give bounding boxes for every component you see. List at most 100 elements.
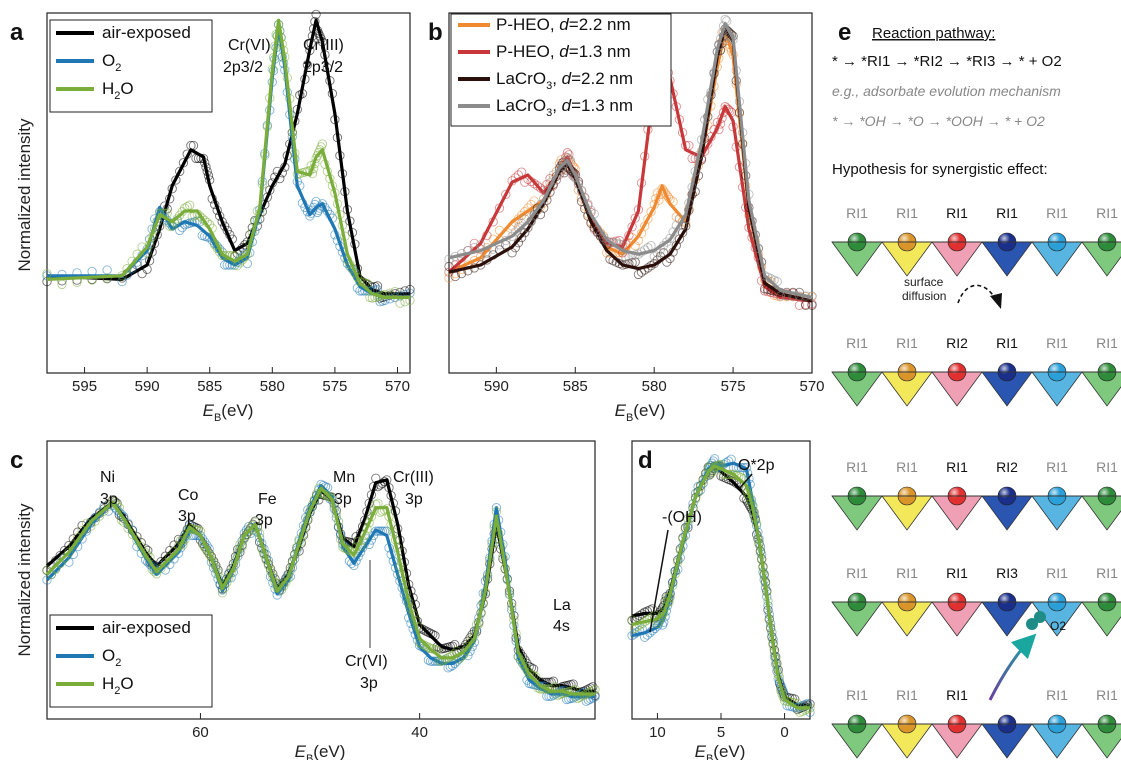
site-label: RI1 bbox=[1096, 459, 1118, 475]
annot-d-oh: -(OH) bbox=[662, 509, 702, 526]
x-tick-label: 5 bbox=[717, 724, 725, 741]
panel-b-xlabel: EB(eV) bbox=[615, 401, 666, 424]
panel-b-plot bbox=[444, 14, 817, 310]
site-label: RI1 bbox=[896, 459, 918, 475]
site-label: RI1 bbox=[1046, 459, 1068, 475]
site-label: RI1 bbox=[896, 687, 918, 703]
annot-c-co-orbital: 3p bbox=[178, 508, 196, 525]
site-label: RI1 bbox=[1046, 687, 1068, 703]
annot-c-la-orbital: 4s bbox=[553, 618, 570, 635]
o2-molecule: O2 bbox=[1026, 611, 1066, 633]
annot-c-criii: Cr(III) bbox=[393, 469, 434, 486]
annot-d-o2p: O*2p bbox=[738, 457, 775, 474]
panel-c-ylabel: Normalized intensity bbox=[15, 503, 34, 657]
site-label: RI1 bbox=[896, 205, 918, 221]
data-point bbox=[444, 254, 454, 264]
panel-a-ylabel: Normalized intensity bbox=[15, 118, 34, 272]
x-tick-label: 585 bbox=[563, 378, 588, 395]
x-tick-label: 580 bbox=[642, 378, 667, 395]
data-point bbox=[646, 240, 656, 251]
panel-a: 595 590 585 580 575 570 a Normalized intensit… bbox=[10, 9, 415, 424]
data-point bbox=[364, 518, 374, 528]
x-tick-label: 590 bbox=[484, 378, 509, 395]
annot-c-mn-orbital: 3p bbox=[334, 491, 352, 508]
legend-box bbox=[49, 614, 213, 708]
annot-c-la: La bbox=[553, 597, 571, 614]
surface-diffusion-arrow bbox=[957, 284, 997, 304]
panel-a-letter: a bbox=[10, 19, 24, 46]
legend-label: O2 bbox=[102, 646, 121, 669]
x-tick-label: 570 bbox=[799, 378, 824, 395]
panel-e-site-rows: RI1 RI1 RI1 RI1 RI1 RI1 RI1 RI1 RI2 RI1 RI1 RI1 RI1 R… bbox=[831, 205, 1121, 759]
panel-d-plot bbox=[627, 454, 815, 717]
site-label: RI2 bbox=[996, 459, 1018, 475]
panel-c-letter: c bbox=[10, 447, 23, 474]
data-point bbox=[535, 199, 546, 210]
data-point bbox=[317, 139, 328, 149]
panel-b-legend: P-HEO, d=2.2 nm P-HEO, d=1.3 nm LaCrO3, d=… bbox=[450, 13, 672, 127]
site-label: RI1 bbox=[846, 687, 868, 703]
data-point bbox=[322, 491, 333, 501]
data-point bbox=[325, 492, 335, 502]
series-line bbox=[45, 486, 595, 696]
legend-label: air-exposed bbox=[102, 23, 191, 42]
site-label: RI1 bbox=[896, 565, 918, 581]
data-point bbox=[516, 232, 527, 243]
surface-diffusion-arrowhead bbox=[990, 293, 1002, 309]
legend-label: air-exposed bbox=[102, 618, 191, 637]
annot-a-crvi-orbital: 2p3/2 bbox=[223, 59, 263, 76]
site-label: RI1 bbox=[996, 335, 1018, 351]
annot-c-crvi: Cr(VI) bbox=[345, 653, 388, 670]
site-label: RI1 bbox=[1096, 687, 1118, 703]
panel-a-xlabel: EB(eV) bbox=[203, 401, 254, 424]
panel-b: 590 585 580 575 570 b EB(eV) P-HEO, d=2.2 nm… bbox=[428, 12, 825, 424]
panel-e-hypothesis: Hypothesis for synergistic effect: bbox=[832, 161, 1048, 178]
data-point bbox=[516, 210, 527, 220]
legend-label: O2 bbox=[102, 51, 121, 74]
data-point bbox=[674, 234, 685, 244]
data-point bbox=[127, 529, 138, 540]
panel-e-diffusion-label: surface bbox=[904, 275, 944, 289]
panel-a-ticks: 595 590 585 580 575 570 bbox=[72, 367, 410, 395]
panel-c-xlabel: EB(eV) bbox=[295, 742, 346, 760]
series-line bbox=[448, 22, 813, 299]
site-label: RI1 bbox=[946, 459, 968, 475]
annot-c-ni: Ni bbox=[100, 469, 115, 486]
legend-label: P-HEO, d=1.3 nm bbox=[496, 42, 631, 61]
x-tick-label: 590 bbox=[135, 378, 160, 395]
panel-b-frame bbox=[448, 12, 813, 374]
data-point bbox=[132, 535, 142, 546]
site-label: RI2 bbox=[946, 335, 968, 351]
site-label: RI1 bbox=[996, 205, 1018, 221]
panel-c-legend: air-exposed O2 H2O bbox=[49, 614, 213, 708]
data-point bbox=[532, 205, 543, 215]
legend-label: LaCrO3, d=1.3 nm bbox=[496, 96, 633, 119]
x-tick-label: 570 bbox=[385, 378, 410, 395]
legend-box bbox=[49, 19, 213, 113]
panel-d: 10 5 0 d EB(eV) -(OH) O*2p bbox=[627, 440, 815, 760]
data-point bbox=[226, 568, 236, 578]
x-tick-label: 585 bbox=[197, 378, 222, 395]
panel-d-letter: d bbox=[638, 447, 653, 474]
data-point bbox=[520, 227, 530, 238]
x-tick-label: 40 bbox=[411, 724, 428, 741]
site-label: RI1 bbox=[946, 565, 968, 581]
data-point bbox=[421, 641, 431, 651]
annot-d-o2p-line bbox=[737, 473, 753, 491]
panel-e-example-label: e.g., adsorbate evolution mechanism bbox=[832, 83, 1061, 99]
data-point bbox=[220, 250, 230, 261]
panel-e-letter: e bbox=[838, 19, 851, 46]
site-label: RI1 bbox=[1046, 205, 1068, 221]
data-point bbox=[659, 607, 669, 617]
panel-e-example: * → *OH → *O → *OOH → * + O2 bbox=[832, 113, 1045, 129]
site-label: RI1 bbox=[846, 459, 868, 475]
data-point bbox=[423, 642, 434, 652]
legend-label: P-HEO, d=2.2 nm bbox=[496, 15, 631, 34]
x-tick-label: 10 bbox=[649, 724, 666, 741]
annot-a-crvi: Cr(VI) bbox=[228, 37, 271, 54]
data-point bbox=[665, 233, 675, 244]
x-tick-label: 575 bbox=[721, 378, 746, 395]
data-point bbox=[64, 547, 74, 557]
site-label: RI1 bbox=[1096, 565, 1118, 581]
